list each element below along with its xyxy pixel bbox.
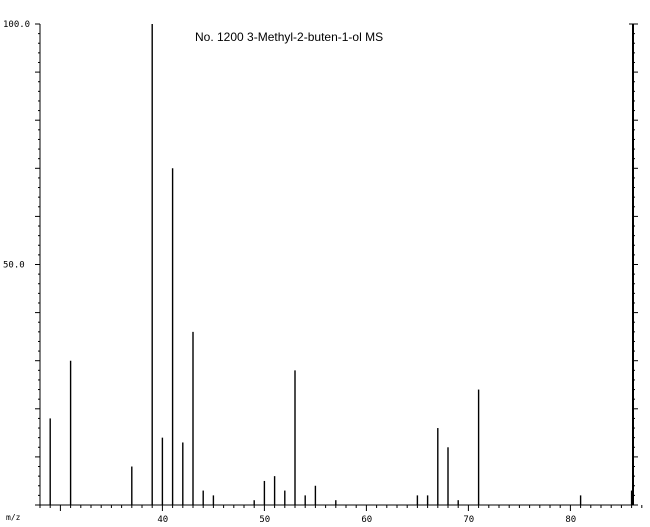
x-axis: 40 50 60 70 80 <box>39 505 643 525</box>
x-tick-label: 60 <box>361 515 372 525</box>
x-tick-label: 50 <box>259 515 270 525</box>
x-tick-label: 80 <box>565 515 576 525</box>
x-tick-label: 70 <box>463 515 474 525</box>
x-tick-label: 40 <box>157 515 168 525</box>
plot-frame <box>39 23 634 506</box>
x-axis-label: m/z <box>6 513 21 522</box>
y-tick-label: 100.0 <box>3 20 30 30</box>
y-axis: 50.0 100.0 <box>3 20 638 506</box>
peak-series <box>49 24 633 505</box>
y-tick-label: 50.0 <box>3 261 25 271</box>
chart-title: No. 1200 3-Methyl-2-buten-1-ol MS <box>195 30 383 44</box>
